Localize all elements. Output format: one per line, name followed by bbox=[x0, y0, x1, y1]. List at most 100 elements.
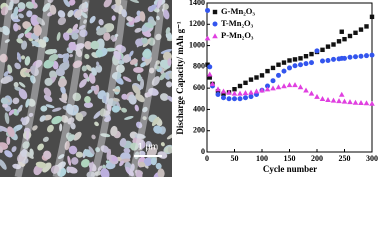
sem-grain bbox=[7, 64, 13, 73]
sem-grain bbox=[67, 28, 73, 34]
data-point bbox=[342, 36, 347, 42]
sem-grain bbox=[35, 161, 47, 168]
sem-grain bbox=[8, 109, 15, 116]
data-point bbox=[264, 86, 271, 92]
sem-grain bbox=[42, 136, 49, 142]
data-point bbox=[237, 96, 243, 102]
sem-grain bbox=[156, 15, 160, 21]
data-point bbox=[248, 94, 254, 100]
sem-grain bbox=[134, 27, 142, 33]
data-point bbox=[287, 65, 292, 71]
sem-grain bbox=[141, 37, 148, 44]
sem-grain bbox=[63, 0, 71, 8]
sem-grain bbox=[113, 50, 122, 60]
data-point bbox=[209, 81, 216, 87]
data-point bbox=[325, 44, 331, 49]
sem-grain bbox=[0, 97, 9, 105]
sem-grain bbox=[12, 163, 22, 170]
data-point bbox=[325, 97, 331, 103]
legend-marker bbox=[212, 33, 218, 39]
sem-grain bbox=[103, 95, 108, 105]
sem-grain bbox=[151, 76, 161, 86]
sem-grain bbox=[67, 134, 75, 142]
sem-grain bbox=[42, 2, 51, 12]
sem-grain bbox=[20, 55, 26, 60]
data-point bbox=[347, 54, 353, 60]
sem-grain bbox=[26, 10, 33, 18]
sem-grain bbox=[111, 15, 116, 21]
sem-grain bbox=[13, 0, 20, 4]
data-point bbox=[364, 24, 369, 29]
data-point bbox=[309, 51, 314, 57]
sem-grain bbox=[90, 40, 100, 50]
data-point bbox=[286, 82, 293, 88]
data-point bbox=[259, 87, 265, 93]
data-point bbox=[248, 89, 254, 95]
sem-grain bbox=[73, 131, 82, 141]
sem-grain bbox=[60, 85, 66, 94]
x-tick-label: 200 bbox=[311, 154, 323, 163]
sem-grain bbox=[115, 0, 122, 7]
sem-grain bbox=[24, 26, 33, 35]
sem-grain bbox=[56, 53, 63, 59]
sem-grain bbox=[142, 50, 151, 58]
sem-grain bbox=[84, 53, 90, 60]
data-point bbox=[205, 62, 210, 67]
sem-grain bbox=[76, 49, 82, 58]
sem-grain bbox=[49, 4, 57, 15]
sem-grain bbox=[89, 15, 96, 24]
sem-grain bbox=[43, 150, 52, 160]
sem-grain bbox=[59, 97, 67, 104]
sem-grain bbox=[7, 126, 15, 138]
sem-grain bbox=[36, 17, 46, 26]
x-tick-label: 0 bbox=[205, 154, 209, 163]
sem-grain bbox=[99, 108, 106, 117]
sem-grain bbox=[4, 39, 10, 43]
sem-grain bbox=[100, 133, 111, 138]
sem-grain bbox=[86, 171, 96, 177]
sem-grain bbox=[62, 52, 70, 63]
sem-grain bbox=[43, 87, 52, 97]
sem-grain bbox=[167, 58, 172, 66]
sem-grain bbox=[94, 121, 99, 127]
sem-grain bbox=[124, 116, 134, 120]
y-tick-label: 200 bbox=[193, 126, 205, 135]
data-point bbox=[281, 68, 287, 74]
sem-grain bbox=[129, 58, 138, 65]
sem-grain bbox=[156, 0, 163, 9]
sem-grain bbox=[165, 27, 171, 35]
sem-grain bbox=[31, 40, 41, 48]
sem-grain bbox=[0, 159, 7, 170]
sem-grain bbox=[18, 106, 23, 112]
sem-grain bbox=[30, 75, 36, 84]
sem-grain bbox=[13, 23, 19, 32]
data-point bbox=[292, 82, 298, 88]
data-point bbox=[358, 27, 364, 32]
data-point bbox=[232, 96, 237, 102]
sem-grain bbox=[17, 33, 25, 39]
sem-grain bbox=[139, 150, 146, 157]
sem-grain bbox=[112, 88, 121, 92]
sem-grain bbox=[160, 49, 172, 54]
data-point bbox=[292, 57, 298, 62]
data-point bbox=[309, 60, 314, 66]
sem-grain bbox=[90, 85, 98, 91]
data-point bbox=[369, 14, 375, 20]
sem-grain bbox=[166, 81, 172, 88]
sem-grain bbox=[57, 10, 66, 18]
sem-grain bbox=[59, 123, 63, 132]
data-point bbox=[364, 53, 369, 59]
sem-grain bbox=[68, 41, 77, 51]
sem-grain bbox=[25, 68, 32, 73]
sem-grain bbox=[148, 4, 157, 12]
sem-grain bbox=[48, 53, 59, 62]
sem-grain bbox=[68, 0, 76, 6]
data-point bbox=[358, 53, 364, 59]
sem-grain bbox=[67, 155, 72, 166]
sem-grain bbox=[72, 92, 82, 102]
sem-grain bbox=[132, 85, 141, 95]
sem-grain bbox=[122, 54, 132, 63]
sem-grain bbox=[95, 49, 103, 58]
data-point bbox=[298, 62, 303, 68]
sem-grain bbox=[81, 12, 88, 19]
